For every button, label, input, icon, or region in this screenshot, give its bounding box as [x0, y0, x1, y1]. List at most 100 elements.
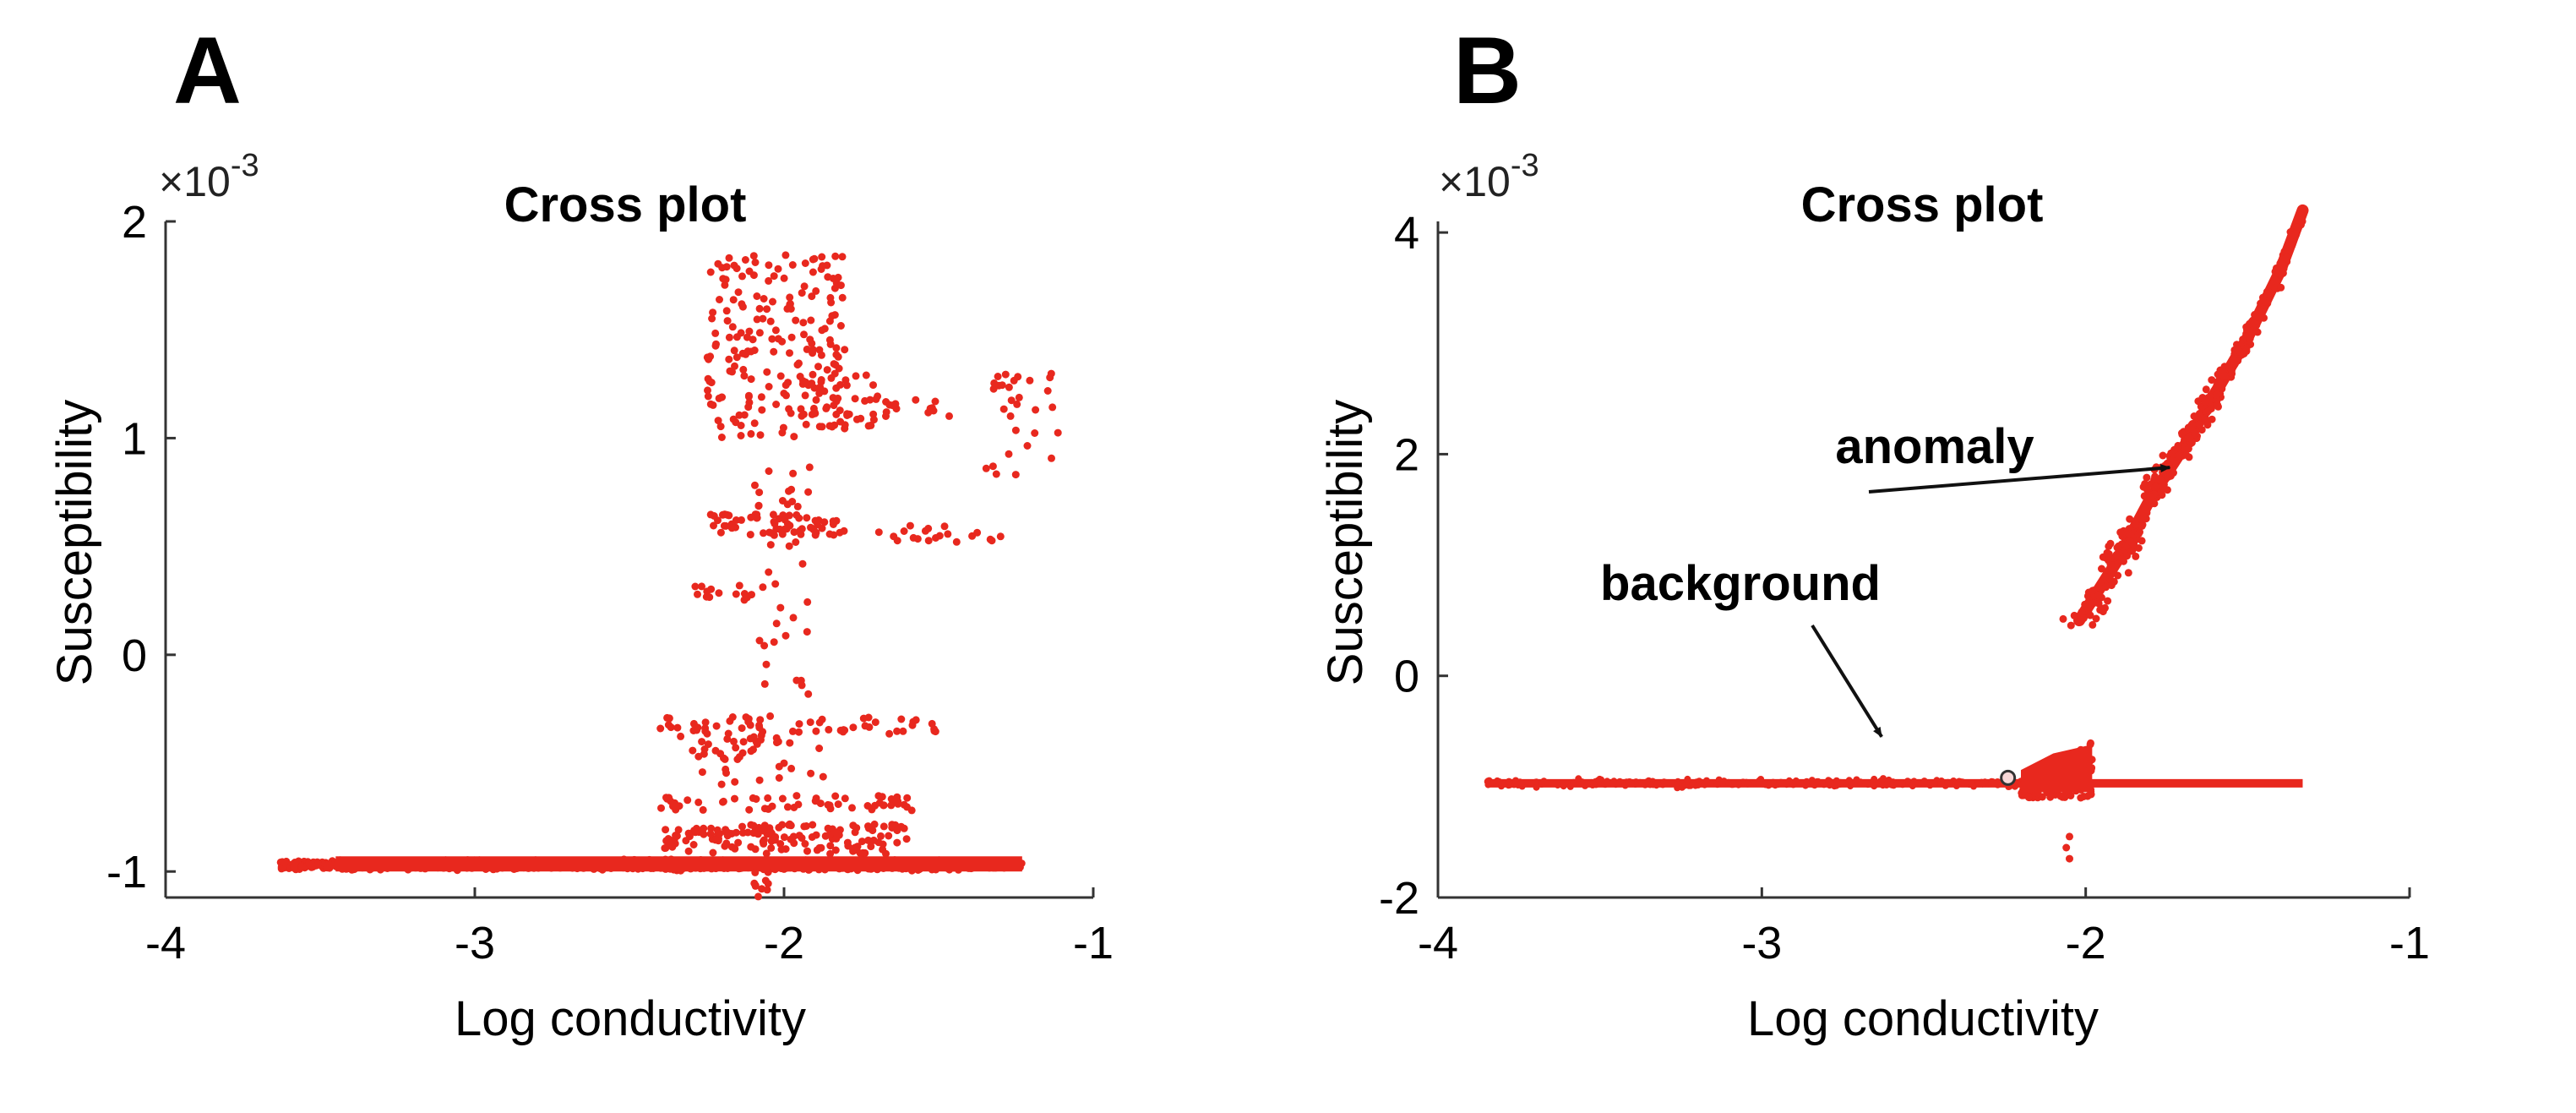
data-point — [706, 352, 715, 361]
data-point — [841, 794, 849, 803]
panel-b-exponent-base: ×10 — [1439, 158, 1511, 205]
data-point — [2208, 415, 2216, 423]
data-point — [764, 868, 772, 876]
data-point — [2107, 581, 2116, 590]
data-point — [751, 881, 760, 890]
data-point — [2024, 793, 2033, 801]
data-point — [786, 739, 794, 747]
data-point — [782, 631, 790, 640]
data-point — [1684, 775, 1691, 783]
data-point — [763, 368, 771, 376]
data-point — [732, 828, 740, 837]
panel-b-ytick-label: 2 — [1394, 429, 1419, 480]
data-point — [725, 333, 733, 341]
data-point — [806, 336, 814, 344]
data-point — [2213, 390, 2221, 399]
data-point — [1663, 778, 1670, 786]
data-point — [826, 842, 835, 850]
data-point — [867, 843, 875, 851]
panel-b-chart: B Cross plot ×10-3 Susceptibility Log co… — [1318, 18, 2430, 1046]
data-point — [2078, 608, 2086, 616]
data-point — [1833, 777, 1840, 784]
data-point — [893, 827, 901, 835]
data-point — [710, 512, 718, 520]
data-point — [758, 406, 766, 414]
data-point — [2138, 521, 2146, 530]
data-point — [751, 868, 760, 876]
data-point — [996, 532, 1005, 541]
data-point — [2277, 283, 2285, 292]
data-point — [1566, 783, 1574, 790]
data-point — [786, 300, 794, 308]
data-point — [841, 421, 849, 429]
data-point — [838, 253, 847, 261]
data-point — [782, 251, 790, 259]
data-point — [780, 759, 788, 767]
data-point — [738, 822, 746, 831]
data-point — [869, 381, 877, 390]
data-point — [732, 333, 741, 341]
data-point — [731, 362, 738, 370]
data-point — [808, 833, 816, 841]
data-point — [982, 464, 990, 472]
data-point — [2066, 832, 2073, 841]
data-point — [1643, 778, 1651, 786]
data-point — [903, 794, 912, 802]
data-point — [798, 289, 806, 297]
panel-a-xtick-label: -3 — [455, 918, 495, 968]
data-point — [2219, 367, 2228, 374]
data-point — [2230, 355, 2238, 363]
data-point — [323, 864, 331, 871]
data-point — [900, 527, 908, 535]
data-point — [769, 297, 776, 306]
data-point — [745, 805, 754, 814]
data-point — [838, 293, 847, 302]
data-point — [2101, 603, 2109, 612]
data-point — [771, 580, 780, 588]
data-point — [1989, 778, 1996, 786]
data-point — [767, 843, 776, 852]
data-point — [2263, 290, 2271, 298]
data-point — [755, 636, 764, 645]
data-point — [906, 521, 914, 530]
panel-a-ylabel: Susceptibility — [47, 400, 102, 685]
data-point — [744, 403, 753, 412]
data-point — [2141, 480, 2149, 488]
annotation-background: background — [1600, 556, 1881, 611]
data-point — [2228, 369, 2236, 378]
data-point — [723, 832, 732, 840]
data-point — [882, 408, 890, 417]
data-point — [716, 528, 725, 537]
data-point — [804, 488, 813, 496]
data-point — [760, 821, 769, 830]
data-point — [1616, 777, 1624, 785]
data-point — [2105, 542, 2113, 550]
data-point — [1578, 778, 1586, 786]
data-point — [828, 423, 836, 431]
data-point — [755, 776, 764, 784]
data-point — [787, 835, 795, 843]
data-point — [775, 515, 783, 523]
data-point — [778, 337, 787, 346]
panel-a-axes: -4 -3 -2 -1 -1 0 1 2 — [106, 197, 1114, 968]
data-point — [1609, 779, 1616, 787]
data-point — [1048, 454, 1055, 462]
data-point — [893, 727, 901, 735]
data-point — [1013, 400, 1021, 408]
panel-b-xtick-label: -1 — [2389, 918, 2430, 968]
panel-b-letter: B — [1453, 18, 1522, 123]
data-point — [880, 822, 888, 831]
data-point — [818, 423, 826, 431]
panel-b-points — [1484, 204, 2309, 863]
data-point — [764, 794, 772, 802]
data-point — [885, 729, 894, 738]
data-point — [2146, 493, 2154, 501]
data-point — [2159, 451, 2167, 460]
data-point — [775, 774, 783, 782]
data-point — [789, 469, 798, 477]
data-point — [924, 537, 933, 545]
data-point — [788, 261, 797, 269]
data-point — [879, 845, 887, 854]
panel-b-title: Cross plot — [1801, 177, 2044, 232]
data-point — [792, 538, 800, 546]
